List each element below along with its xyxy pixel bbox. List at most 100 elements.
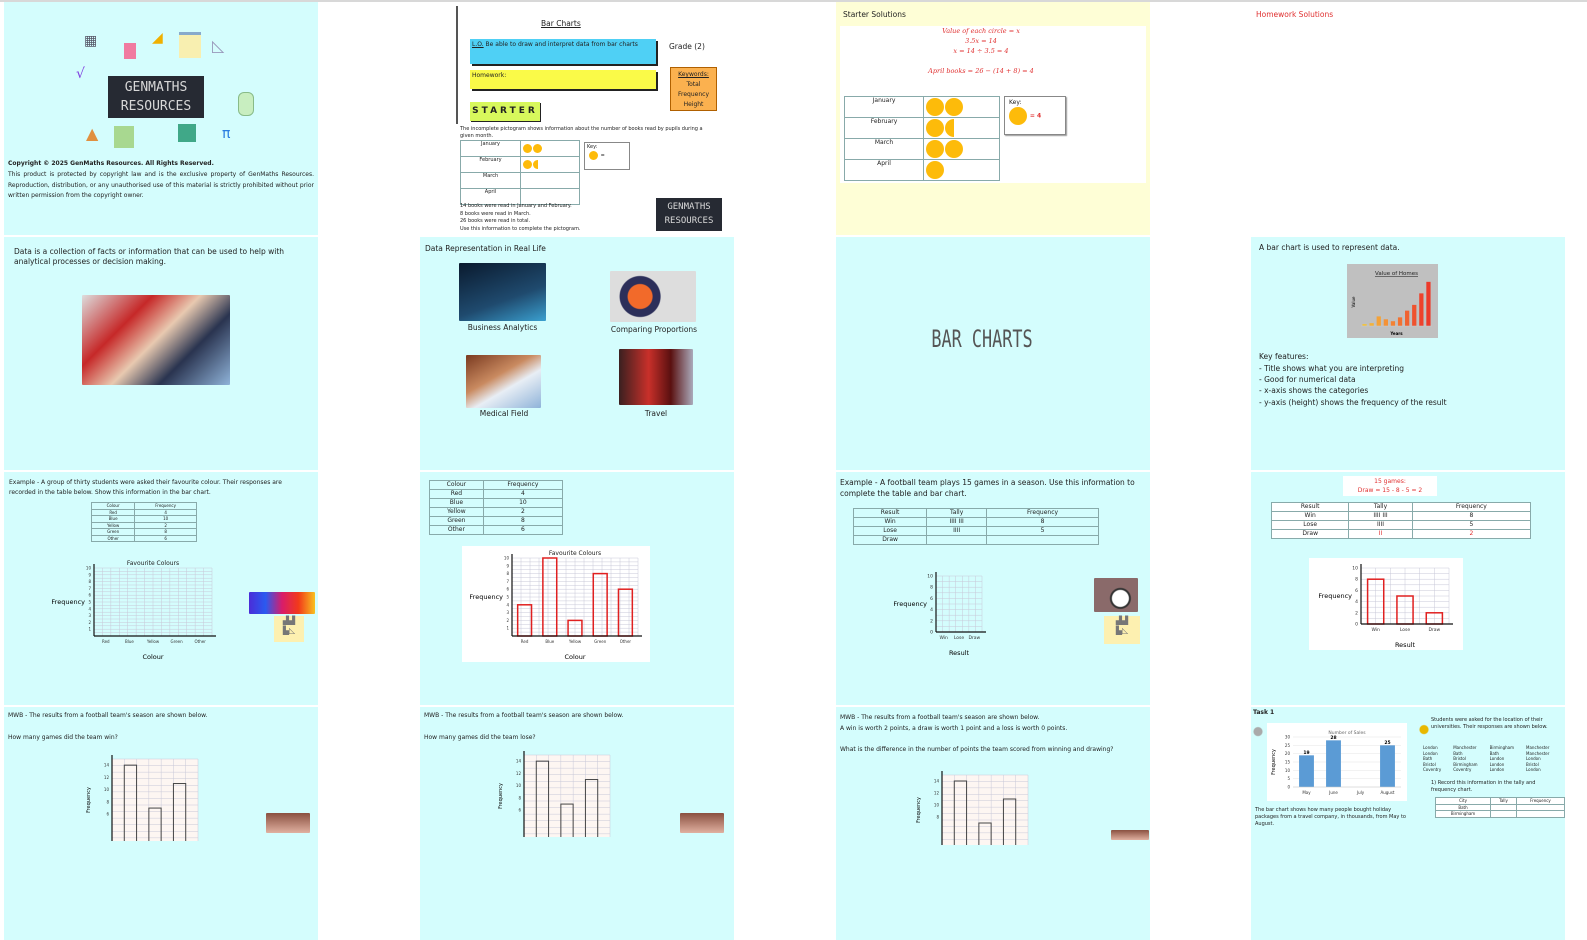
bar (1299, 755, 1314, 787)
slide-15-mwb-points[interactable]: MWB - The results from a football team's… (836, 707, 1150, 940)
y-tick-label: 9 (506, 563, 509, 568)
chart-type-icons: ▟▟ ▙◺ (1104, 616, 1140, 644)
bar (1390, 321, 1396, 326)
table-header-cell: Result (852, 508, 928, 518)
x-axis-label: Result (949, 649, 970, 657)
table-row: Green 8 (90, 528, 197, 536)
equation: Value of each circle = x (942, 27, 1020, 35)
slide-5-data-definition[interactable]: Data is a collection of facts or informa… (4, 237, 318, 470)
pictogram-key: Key: = (584, 142, 630, 170)
y-tick-label: 10 (504, 556, 510, 561)
note-line: Draw = 15 - 8 - 5 = 2 (1357, 487, 1423, 494)
x-tick-label: May (1302, 790, 1311, 795)
slide-11-football-example[interactable]: Example - A football team plays 15 games… (836, 472, 1150, 705)
y-tick-label: 8 (106, 799, 109, 804)
number-of-sales-chart: 0 5 10 15 20 25 30 19 28 25 May June July August Numbe… (1267, 723, 1407, 801)
margin-line (456, 6, 458, 124)
university-entry: Coventry (1453, 767, 1472, 772)
slide-8-bar-chart-features[interactable]: A bar chart is used to represent data. V… (1251, 237, 1565, 470)
table-row: Red 4 (429, 489, 564, 499)
slide-14-mwb-lose[interactable]: MWB - The results from a football team's… (420, 707, 734, 940)
bar (535, 760, 550, 837)
football-season-chart: 8 10 12 14 Frequency (916, 771, 1029, 845)
slide-title: Data Representation in Real Life (425, 244, 546, 253)
table-header-cell: City (1434, 797, 1492, 805)
slide-10-colour-solution[interactable]: Colour Frequency Red 4 Blue 10 Yellow 2 Green 8 Ot… (420, 472, 734, 705)
table-row: Yellow 2 (90, 521, 197, 529)
logo-text-line1: GENMATHS (667, 202, 711, 212)
bar (1405, 310, 1410, 326)
slide-7-section-title[interactable]: BAR CHARTS (836, 237, 1150, 470)
y-tick-label: 20 (1285, 751, 1291, 756)
slide-12-football-solution[interactable]: 15 games: Draw = 15 - 8 - 5 = 2 Result Ta… (1251, 472, 1565, 705)
statement: 8 books were read in March. (460, 210, 531, 217)
mwb-text: MWB - The results from a football team's… (424, 712, 624, 719)
bar (1362, 324, 1367, 326)
slide-3-starter-solutions[interactable]: Starter Solutions Value of each circle =… (836, 2, 1150, 235)
table-row: Lose IIII 5 (1270, 520, 1532, 530)
university-entry: London (1489, 756, 1505, 761)
table-cell (926, 535, 988, 545)
y-tick-label: 25 (1285, 743, 1291, 748)
key-label: Key: (587, 144, 598, 150)
circle-icon (926, 119, 944, 137)
university-entry: London (1423, 745, 1438, 750)
table-cell: Red (90, 508, 136, 516)
starter-intro: The incomplete pictogram shows informati… (460, 126, 703, 139)
university-column: Manchester Bath Bristol Birmingham Coventry (1453, 745, 1477, 777)
slide-2-lesson-title[interactable]: Bar Charts L.O. Be able to draw and inte… (420, 2, 734, 235)
table-row: Other 6 (90, 534, 197, 542)
data-label: 28 (1330, 735, 1336, 741)
genmaths-logo: GENMATHS RESOURCES (108, 76, 204, 118)
bar (1376, 316, 1381, 326)
table-row: Draw II 2 (1270, 529, 1532, 539)
table-row: Birmingham (1434, 810, 1565, 818)
table-cell: 8 (482, 516, 564, 526)
pictogram-table: January February March April (460, 140, 580, 205)
y-tick-label: 0 (1355, 622, 1358, 628)
table-row: Win IIII III 8 (1270, 511, 1532, 521)
table-row: Draw (852, 535, 1099, 545)
question-text: How many games did the team lose? (424, 734, 536, 741)
table-header-cell: Frequency (482, 480, 564, 490)
x-tick-label: Yellow (146, 639, 160, 644)
equation: x = 14 ÷ 3.5 = 4 (953, 47, 1009, 55)
y-tick-label: 10 (1352, 566, 1358, 572)
bar-chart-icon: ▟▟ (1115, 616, 1129, 625)
lesson-title: Bar Charts (541, 19, 581, 28)
university-entry: Bath (1423, 756, 1433, 761)
table-header-cell: Frequency (986, 508, 1099, 518)
note-line: 15 games: (1374, 478, 1406, 485)
university-responses: London London Bath Bristol Coventry Mancheste… (1423, 745, 1565, 777)
university-entry: Bath (1489, 750, 1499, 756)
slide-4-homework-solutions[interactable]: Homework Solutions (1251, 2, 1565, 235)
plot-area (112, 759, 198, 841)
x-tick-label: Draw (968, 635, 980, 641)
slide-13-mwb-win[interactable]: MWB - The results from a football team's… (4, 707, 318, 940)
table-row: Blue 10 (90, 515, 197, 523)
city-tally-table: City Tally Frequency Bath Birmingham (1434, 797, 1565, 818)
draw-calculation: 15 games: Draw = 15 - 8 - 5 = 2 (1343, 476, 1437, 496)
data-label: 25 (1384, 740, 1390, 746)
slide-16-task-1[interactable]: Task 1 0 5 10 15 20 25 30 19 28 25 May June July Augu… (1251, 707, 1565, 940)
chart-type-icons: ▟▟ ▙◺ (274, 616, 304, 642)
table-cell: 10 (134, 515, 197, 523)
slide-6-data-real-life[interactable]: Data Representation in Real Life Busines… (420, 237, 734, 470)
y-axis-label: Frequency (51, 598, 85, 606)
y-tick-label: 10 (927, 574, 933, 580)
gold-medal-icon (1419, 717, 1429, 735)
slide-1-title[interactable]: ▦ ◢ ◺ √ π ▲ GENMATHS RESOURCES Copyright… (4, 2, 318, 235)
features-title: Key features: (1259, 352, 1309, 361)
table-cell: 8 (134, 528, 197, 536)
y-tick-label: 10 (86, 566, 92, 571)
task-title: Task 1 (1253, 709, 1275, 716)
chart-title: Favourite Colours (549, 550, 601, 557)
bar (1412, 304, 1417, 326)
bar (1383, 319, 1388, 326)
picto-cell (923, 138, 1000, 160)
table-header-row: Colour Frequency (429, 480, 564, 490)
y-tick-label: 2 (506, 618, 509, 623)
slide-9-colour-example[interactable]: Example - A group of thirty students wer… (4, 472, 318, 705)
